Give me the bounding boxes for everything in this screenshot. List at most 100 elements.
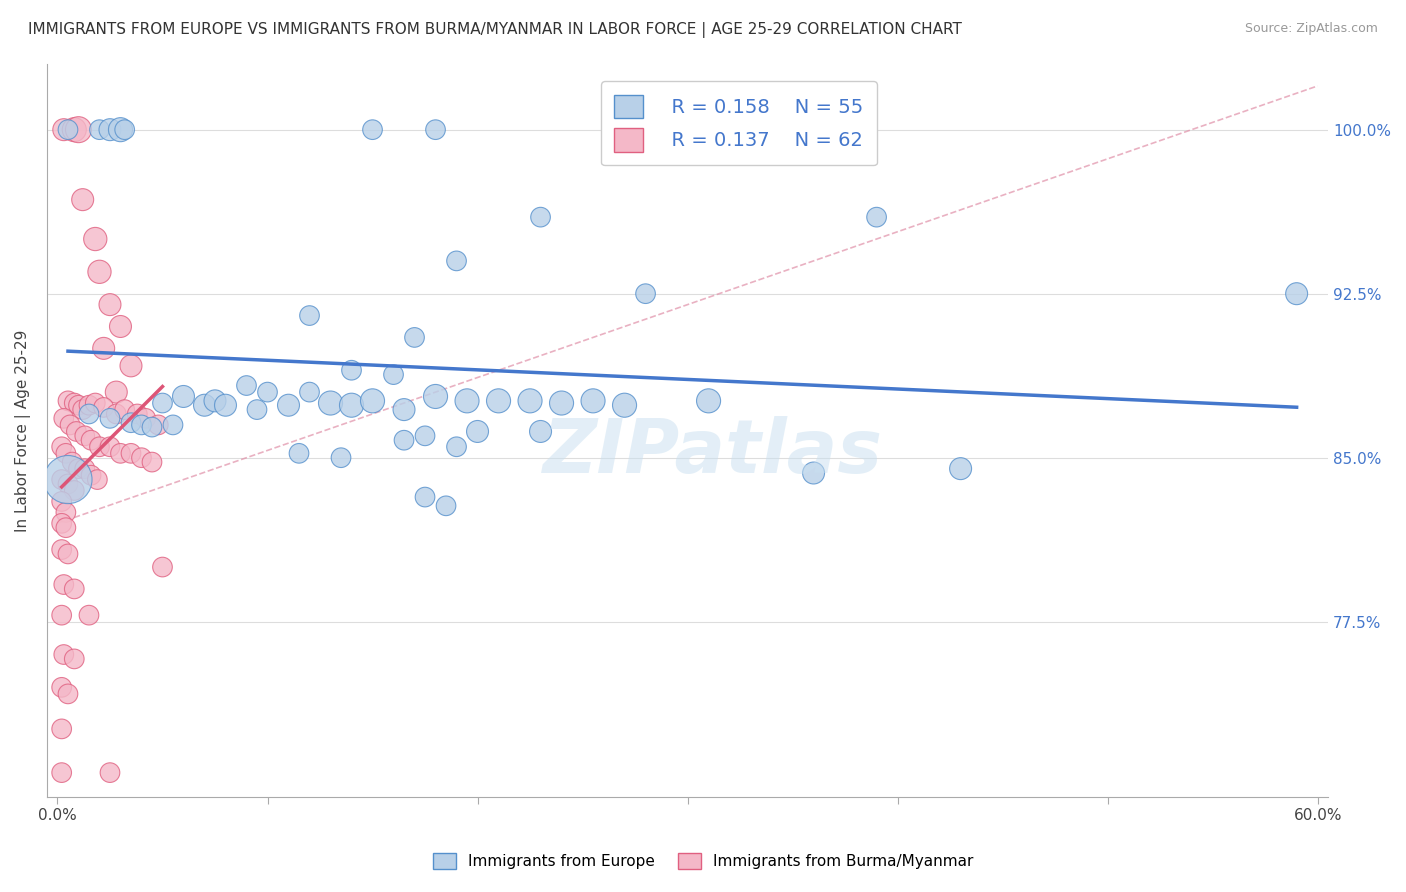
Point [550,396,572,410]
Point [114,402,136,417]
Point [193,398,215,412]
Point [86,473,108,487]
Legend: Immigrants from Europe, Immigrants from Burma/Myanmar: Immigrants from Europe, Immigrants from … [426,847,980,875]
Point [52,411,75,425]
Point [56,473,79,487]
Point [392,402,415,417]
Point [77,608,100,623]
Point [127,407,149,421]
Point [425,389,447,403]
Point [65,425,87,439]
Point [67,398,90,412]
Point [330,450,353,465]
Point [105,385,128,400]
Point [404,330,426,344]
Point [135,411,157,425]
Point [110,446,132,460]
Point [55,446,77,460]
Point [697,393,720,408]
Point [80,434,103,448]
Text: ZIPatlas: ZIPatlas [543,416,883,489]
Point [467,425,489,439]
Point [141,420,163,434]
Point [235,378,257,392]
Point [148,417,170,432]
Point [56,393,79,408]
Point [98,440,121,454]
Point [298,385,321,400]
Point [152,396,174,410]
Legend:   R = 0.158    N = 55,   R = 0.137    N = 62: R = 0.158 N = 55, R = 0.137 N = 62 [600,81,877,166]
Point [340,398,363,412]
Point [340,363,363,377]
Point [63,122,86,136]
Point [865,210,887,224]
Point [60,455,83,469]
Point [89,122,111,136]
Point [288,446,311,460]
Point [1285,286,1308,301]
Point [51,516,73,531]
Point [63,652,86,666]
Point [67,122,90,136]
Point [51,542,73,557]
Point [246,402,269,417]
Point [72,193,94,207]
Point [446,253,468,268]
Point [456,393,478,408]
Point [98,298,121,312]
Point [105,407,128,421]
Point [52,577,75,591]
Point [52,648,75,662]
Point [51,440,73,454]
Point [110,122,132,136]
Point [98,411,121,425]
Point [59,417,82,432]
Point [162,417,184,432]
Point [73,429,96,443]
Point [434,499,457,513]
Point [114,122,136,136]
Point [56,122,79,136]
Point [529,425,551,439]
Point [173,389,195,403]
Point [120,359,142,373]
Point [56,687,79,701]
Point [51,765,73,780]
Point [56,547,79,561]
Point [361,122,384,136]
Point [98,765,121,780]
Point [582,393,605,408]
Point [120,416,142,430]
Point [361,393,384,408]
Point [63,483,86,498]
Point [277,398,299,412]
Point [529,210,551,224]
Point [51,608,73,623]
Point [519,393,541,408]
Point [63,582,86,596]
Point [488,393,510,408]
Point [446,440,468,454]
Point [89,440,111,454]
Point [56,477,79,491]
Point [214,398,236,412]
Point [55,521,77,535]
Point [63,396,86,410]
Point [204,393,226,408]
Point [131,417,153,432]
Point [131,450,153,465]
Point [73,461,96,475]
Point [80,468,103,483]
Point [319,396,342,410]
Point [67,461,90,475]
Point [51,473,73,487]
Point [613,398,636,412]
Y-axis label: In Labor Force | Age 25-29: In Labor Force | Age 25-29 [15,329,31,532]
Point [84,396,107,410]
Point [98,122,121,136]
Point [55,505,77,519]
Point [93,401,115,415]
Point [141,455,163,469]
Point [392,434,415,448]
